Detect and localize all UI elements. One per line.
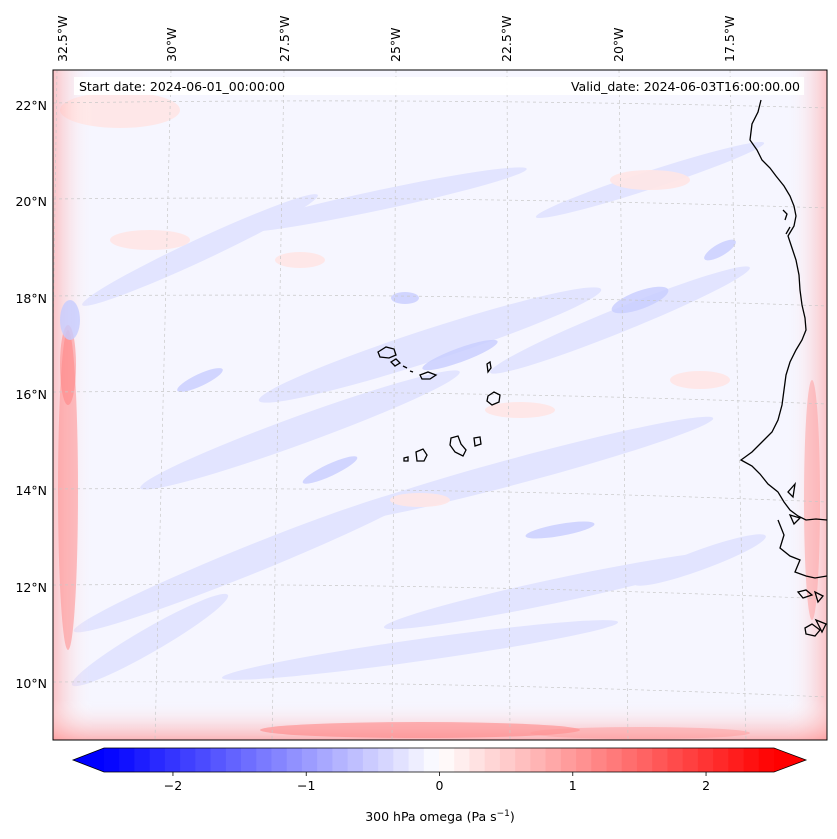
island-boa-vista [486,391,501,406]
colorbar-tick-label: 1 [569,778,577,793]
island-brava [403,456,409,462]
lon-tick: 30°W [164,27,179,62]
colorbar-cell [499,748,516,772]
colorbar-cell [636,748,653,772]
island-maio [473,436,482,447]
colorbar-cell [682,748,699,772]
colorbar-cell [423,748,440,772]
island-sal [486,360,492,374]
colorbar-cell [378,748,394,772]
colorbar-cell [317,748,333,772]
colorbar-cell [667,748,684,772]
colorbar-cell [134,748,151,772]
colorbar-outline [71,747,808,773]
island-santo-antao [377,346,397,359]
lat-tick-labels: 22°N 20°N 18°N 16°N 14°N 12°N 10°N [15,98,47,691]
colorbar-cell [301,748,318,772]
colorbar-cell [484,748,501,772]
colorbar-cell [332,748,349,772]
colorbar-cell [576,748,592,772]
colorbar-cell [195,748,211,772]
lat-tick: 16°N [15,387,47,402]
valid-date-label: Valid_date: 2024-06-03T16:00:00.00 [571,79,800,94]
lat-tick: 12°N [15,580,47,595]
colorbar-cell [362,748,379,772]
colorbar-tick-label: −2 [164,778,182,793]
lat-tick: 10°N [15,676,47,691]
lon-tick: 25°W [388,27,403,62]
lon-tick: 32.5°W [55,16,70,62]
colorbar-tick-label: 0 [436,778,444,793]
lon-tick: 27.5°W [277,16,292,62]
island-santiago [449,435,467,457]
colorbar-cell [347,748,364,772]
colorbar-tick-label: 2 [702,778,710,793]
colorbar: −2 −1 0 1 2 300 hPa omega (Pa s−1) [71,747,808,824]
lon-tick: 22.5°W [499,16,514,62]
colorbar-cell [652,748,668,772]
colorbar-cell [210,748,227,772]
lat-tick: 22°N [15,98,47,113]
omega-field [53,70,827,740]
lat-tick: 14°N [15,483,47,498]
colorbar-cell [515,748,531,772]
colorbar-cell [697,748,714,772]
colorbar-cell [728,748,744,772]
colorbar-cell [180,748,196,772]
colorbar-extend-min [73,748,104,772]
colorbar-cell [713,748,729,772]
colorbar-cell [104,748,120,772]
island-fogo [415,448,428,462]
colorbar-cell [256,748,272,772]
colorbar-tick-label: −1 [297,778,315,793]
colorbar-cell [225,748,242,772]
lat-tick: 18°N [15,291,47,306]
coastlines [377,99,827,637]
colorbar-cell [286,748,303,772]
lat-tick: 20°N [15,194,47,209]
colorbar-cell [530,748,546,772]
map-frame [52,69,828,741]
colorbar-cell [606,748,623,772]
start-date-label: Start date: 2024-06-01_00:00:00 [79,79,285,94]
colorbar-ticks: −2 −1 0 1 2 [164,772,710,793]
colorbar-cell [560,748,577,772]
lon-tick: 20°W [611,27,626,62]
colorbar-cell [591,748,607,772]
lon-tick-labels: 32.5°W 30°W 27.5°W 25°W 22.5°W 20°W 17.5… [55,16,737,62]
island-sao-nicolau [419,371,438,380]
colorbar-label: 300 hPa omega (Pa s−1) [365,809,515,824]
colorbar-cell [164,748,181,772]
colorbar-cell [149,748,166,772]
colorbar-cell [743,748,760,772]
colorbar-cell [241,748,257,772]
colorbar-cell [545,748,562,772]
colorbar-cell [454,748,470,772]
lon-tick: 17.5°W [722,16,737,62]
colorbar-cell [408,748,425,772]
island-sao-vicente [389,358,402,367]
gridlines [53,70,827,740]
header-strip [74,77,804,95]
colorbar-cell [758,748,775,772]
map-panel: Start date: 2024-06-01_00:00:00 Valid_da… [52,69,828,741]
africa-coastline [739,99,827,521]
colorbar-cell [469,748,486,772]
colorbar-cell [119,748,135,772]
colorbar-cell [393,748,409,772]
colorbar-cell [271,748,288,772]
colorbar-cell [439,748,455,772]
colorbar-extend-max [774,748,806,772]
colorbar-cell [621,748,638,772]
colorbar-cells [104,748,775,772]
